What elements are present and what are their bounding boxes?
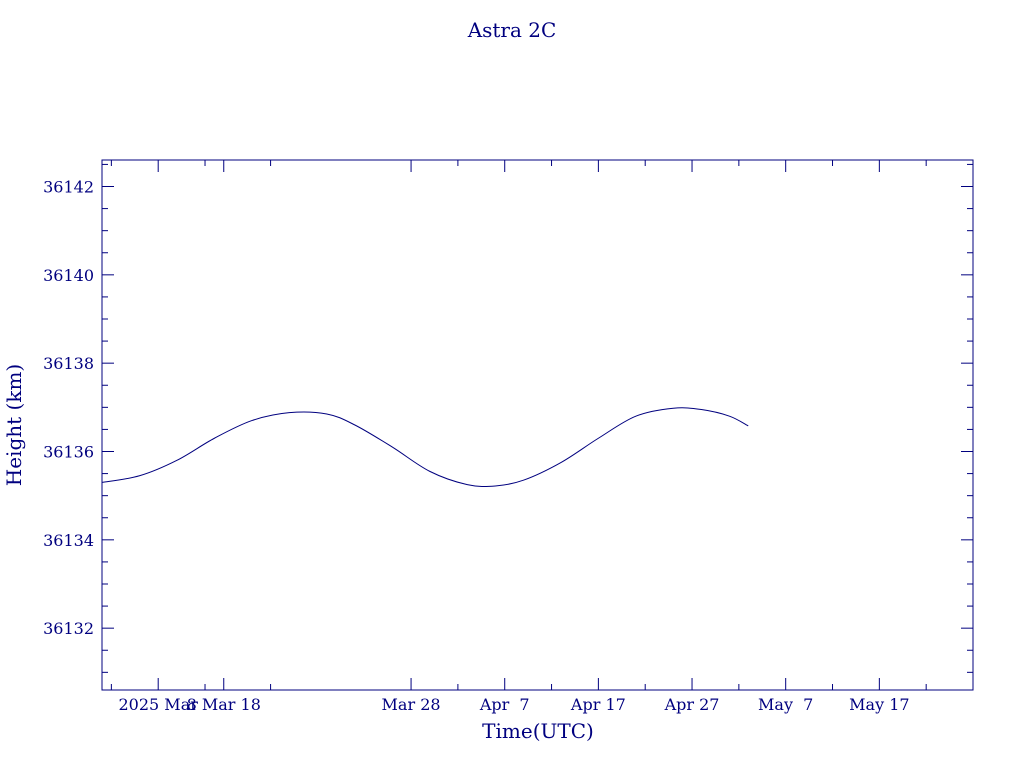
y-tick-label: 36138 — [43, 354, 94, 373]
y-tick-label: 36142 — [43, 178, 94, 197]
x-tick-label: May 7 — [758, 695, 813, 714]
x-tick-label: Apr 7 — [479, 695, 530, 714]
x-tick-label: 2025 Mar — [119, 695, 199, 714]
x-tick-label: May 17 — [849, 695, 909, 714]
x-tick-label: Mar 28 — [382, 695, 441, 714]
y-tick-label: 36132 — [43, 619, 94, 638]
x-tick-label: Apr 27 — [664, 695, 720, 714]
y-tick-label: 36140 — [43, 266, 94, 285]
y-axis-title: Height (km) — [2, 364, 26, 486]
tick-group — [102, 160, 973, 690]
chart-title: Astra 2C — [467, 18, 557, 42]
y-tick-label: 36134 — [43, 531, 94, 550]
x-tick-label: 8 Mar 18 — [187, 695, 261, 714]
plot-frame — [101, 159, 974, 691]
x-tick-label: Apr 17 — [570, 695, 626, 714]
tick-label-group: 36132 36134 36136 36138 36140 36142 2025 Mar8 … — [43, 178, 909, 715]
y-tick-label: 36136 — [43, 443, 94, 462]
series-line — [101, 407, 749, 487]
x-axis-title: Time(UTC) — [482, 719, 594, 743]
